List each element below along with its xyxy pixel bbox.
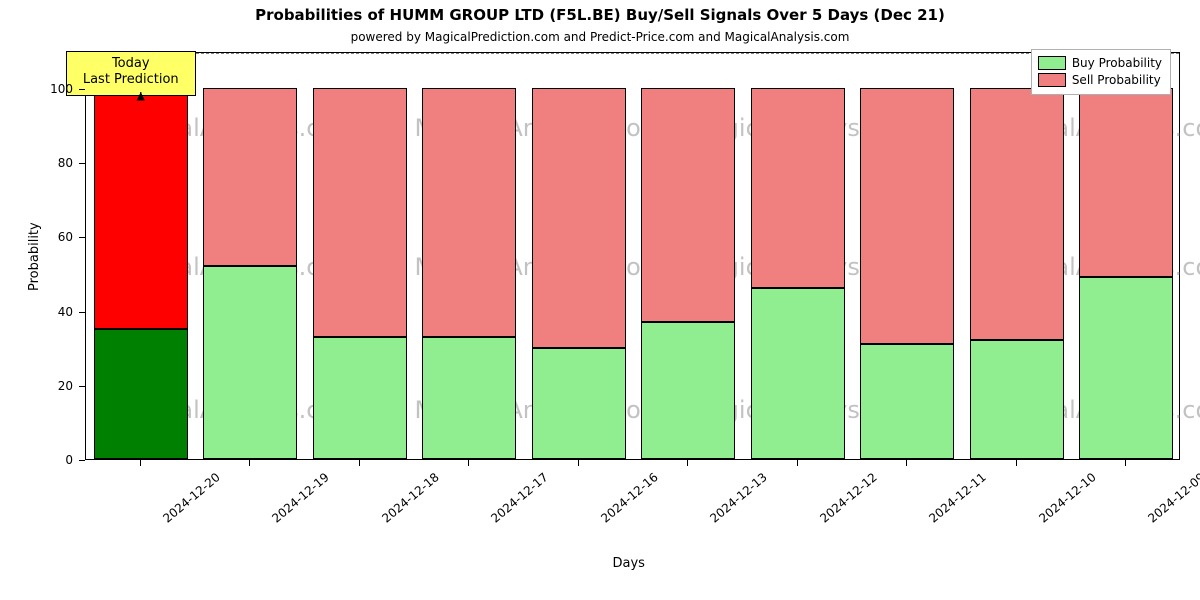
bar-group (94, 51, 188, 459)
x-tick-label: 2024-12-11 (927, 470, 989, 526)
y-tick-label: 60 (43, 230, 73, 244)
legend: Buy Probability Sell Probability (1031, 49, 1171, 95)
bar-sell (641, 88, 735, 322)
y-tick-mark (79, 89, 85, 90)
bar-buy (94, 329, 188, 459)
y-tick-label: 40 (43, 305, 73, 319)
bar-buy (313, 337, 407, 459)
x-tick-label: 2024-12-17 (489, 470, 551, 526)
x-tick-mark (140, 460, 141, 466)
bar-group (751, 51, 845, 459)
bar-sell (313, 88, 407, 337)
bar-sell (970, 88, 1064, 340)
x-tick-label: 2024-12-20 (160, 470, 222, 526)
chart-container: Probabilities of HUMM GROUP LTD (F5L.BE)… (0, 0, 1200, 600)
y-tick-mark (79, 237, 85, 238)
x-tick-mark (1016, 460, 1017, 466)
chart-subtitle: powered by MagicalPrediction.com and Pre… (0, 30, 1200, 44)
plot-area: MagicalAnalysis.comMagicalAnalysis.comMa… (85, 52, 1180, 460)
bar-sell (532, 88, 626, 348)
bar-buy (422, 337, 516, 459)
y-tick-mark (79, 386, 85, 387)
x-tick-mark (578, 460, 579, 466)
legend-item-sell: Sell Probability (1038, 72, 1162, 89)
legend-swatch-buy (1038, 56, 1066, 70)
legend-item-buy: Buy Probability (1038, 55, 1162, 72)
bar-group (422, 51, 516, 459)
chart-title: Probabilities of HUMM GROUP LTD (F5L.BE)… (0, 6, 1200, 24)
bar-buy (970, 340, 1064, 459)
x-tick-label: 2024-12-09 (1146, 470, 1200, 526)
bar-group (970, 51, 1064, 459)
x-tick-mark (906, 460, 907, 466)
y-tick-label: 20 (43, 379, 73, 393)
bar-buy (751, 288, 845, 459)
bar-buy (1079, 277, 1173, 459)
bar-group (641, 51, 735, 459)
x-tick-mark (249, 460, 250, 466)
x-tick-label: 2024-12-10 (1036, 470, 1098, 526)
bar-buy (860, 344, 954, 459)
legend-swatch-sell (1038, 73, 1066, 87)
x-tick-mark (1125, 460, 1126, 466)
x-tick-label: 2024-12-18 (379, 470, 441, 526)
bar-sell (94, 88, 188, 329)
x-tick-mark (468, 460, 469, 466)
x-tick-mark (797, 460, 798, 466)
bar-sell (422, 88, 516, 337)
y-tick-mark (79, 312, 85, 313)
y-tick-mark (79, 460, 85, 461)
bar-buy (203, 266, 297, 459)
bar-sell (860, 88, 954, 344)
y-axis-label: Probability (27, 222, 42, 291)
x-tick-label: 2024-12-16 (598, 470, 660, 526)
legend-label-buy: Buy Probability (1072, 55, 1162, 72)
bar-buy (532, 348, 626, 459)
x-axis-label: Days (613, 556, 645, 571)
x-tick-mark (687, 460, 688, 466)
y-tick-label: 0 (43, 453, 73, 467)
bar-sell (1079, 88, 1173, 277)
x-tick-label: 2024-12-19 (270, 470, 332, 526)
bar-sell (751, 88, 845, 288)
bar-group (532, 51, 626, 459)
bar-group (313, 51, 407, 459)
today-annotation: Today Last Prediction (66, 51, 196, 96)
bar-buy (641, 322, 735, 459)
x-tick-label: 2024-12-13 (708, 470, 770, 526)
y-tick-mark (79, 163, 85, 164)
y-tick-label: 80 (43, 156, 73, 170)
bar-group (203, 51, 297, 459)
annotation-line-1: Today (77, 56, 185, 72)
bar-sell (203, 88, 297, 266)
bar-group (860, 51, 954, 459)
legend-label-sell: Sell Probability (1072, 72, 1161, 89)
bar-group (1079, 51, 1173, 459)
x-tick-label: 2024-12-12 (817, 470, 879, 526)
x-tick-mark (359, 460, 360, 466)
y-tick-label: 100 (43, 82, 73, 96)
annotation-line-2: Last Prediction (77, 72, 185, 88)
